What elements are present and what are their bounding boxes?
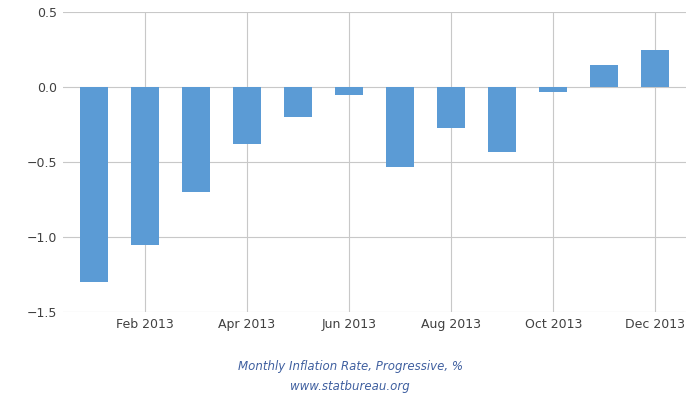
- Bar: [488, 87, 516, 152]
- Bar: [335, 87, 363, 94]
- Bar: [437, 87, 465, 128]
- Bar: [284, 87, 312, 117]
- Text: Monthly Inflation Rate, Progressive, %: Monthly Inflation Rate, Progressive, %: [237, 360, 463, 373]
- Text: www.statbureau.org: www.statbureau.org: [290, 380, 410, 393]
- Bar: [80, 87, 108, 282]
- Bar: [131, 87, 159, 244]
- Bar: [233, 87, 261, 144]
- Bar: [590, 64, 618, 87]
- Bar: [386, 87, 414, 166]
- Bar: [539, 87, 567, 92]
- Bar: [182, 87, 210, 192]
- Bar: [641, 50, 669, 87]
